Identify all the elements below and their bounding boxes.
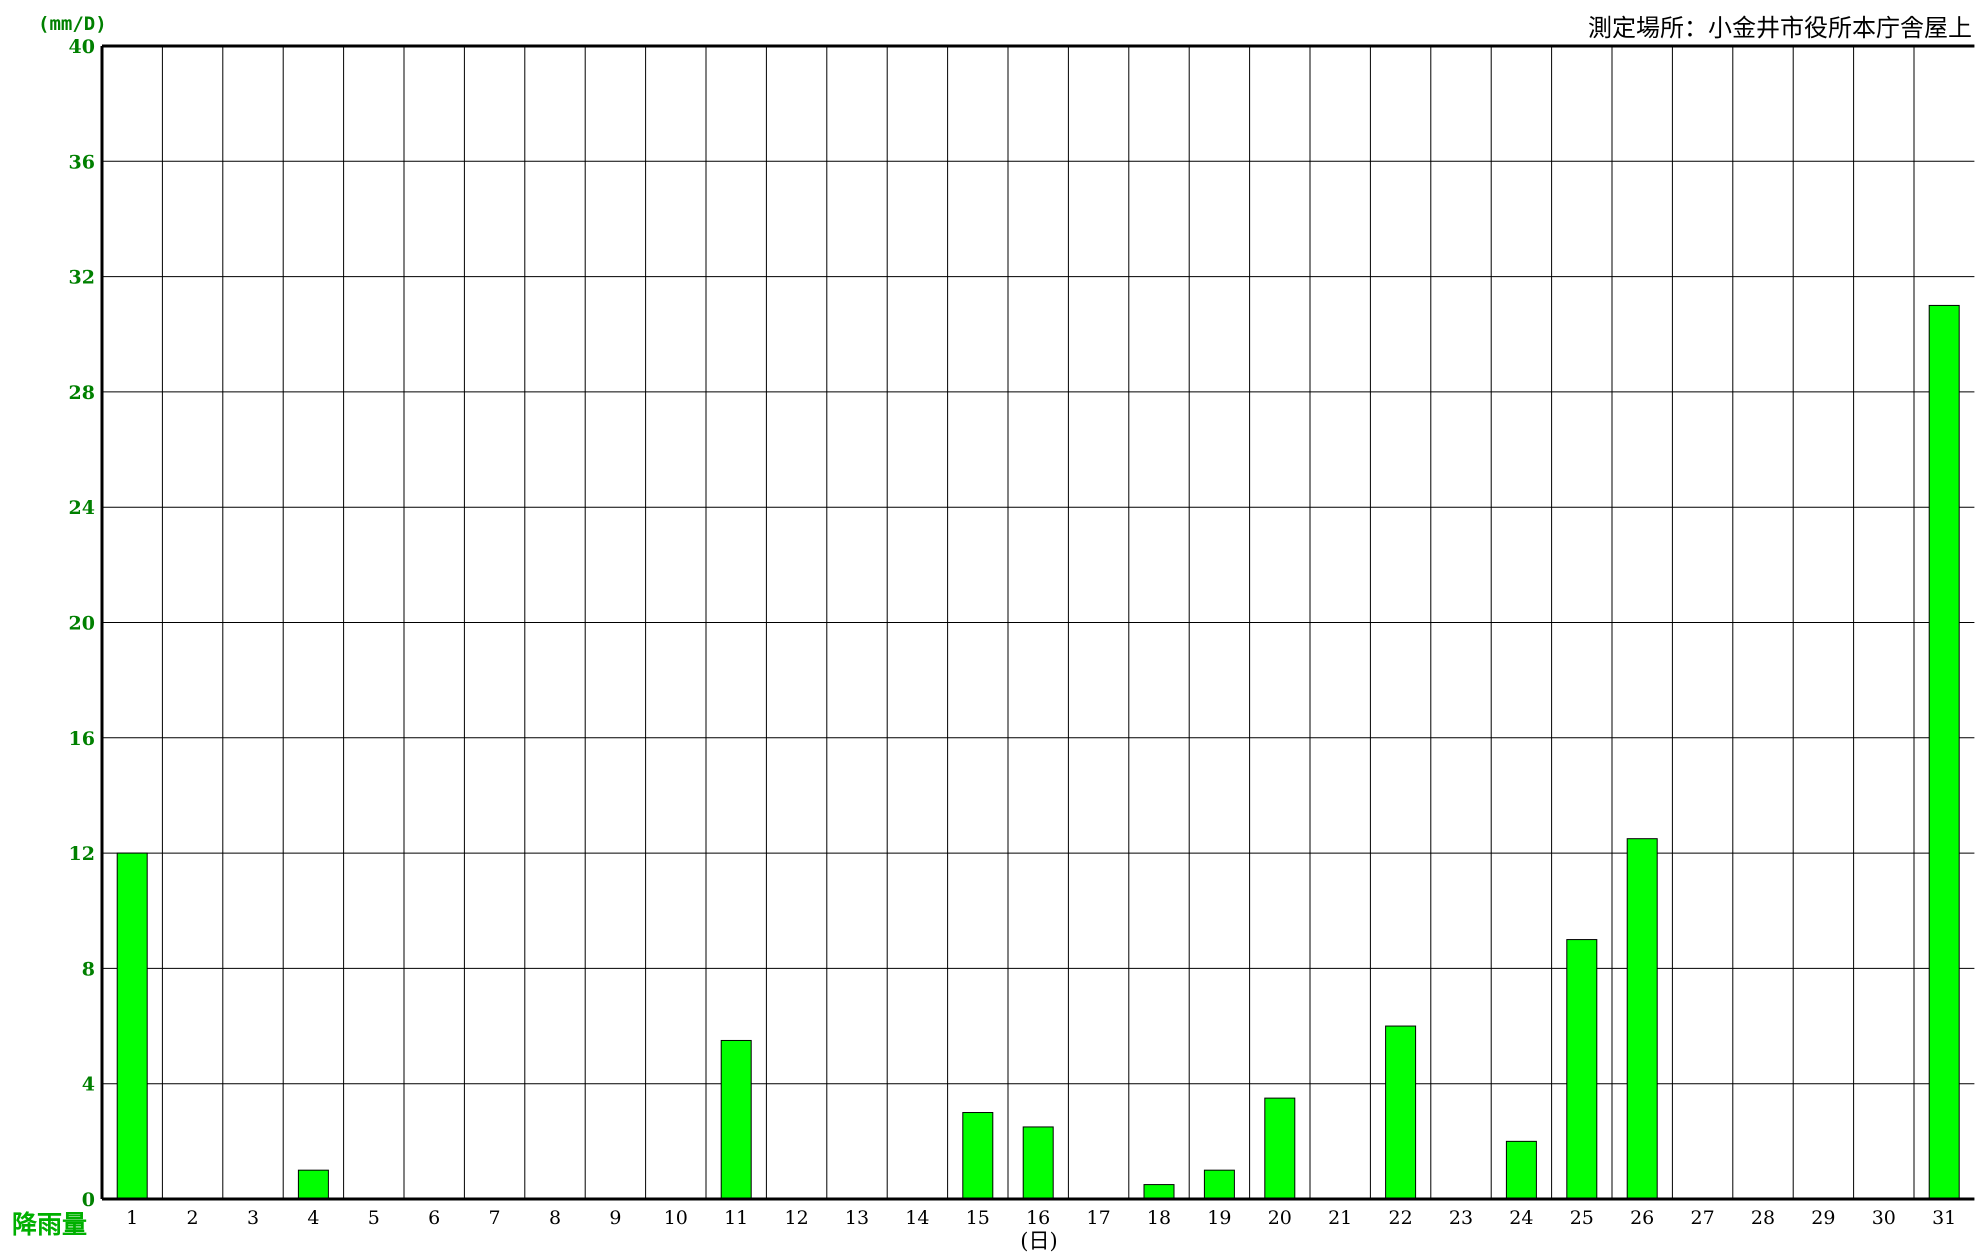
y-tick-label: 8: [82, 958, 95, 980]
x-tick-label: 31: [1932, 1207, 1956, 1229]
bar-day-1: [116, 852, 148, 1200]
x-tick-label: 14: [905, 1207, 929, 1229]
bar-day-4: [297, 1169, 329, 1200]
bar-day-26: [1626, 838, 1658, 1200]
x-tick-label: 3: [247, 1207, 259, 1229]
x-tick-label: 19: [1207, 1207, 1231, 1229]
bar-day-11: [720, 1039, 752, 1200]
x-tick-label: 5: [368, 1207, 380, 1229]
bar-day-18: [1143, 1184, 1175, 1200]
x-tick-label: 16: [1026, 1207, 1050, 1229]
y-tick-label: 4: [82, 1074, 95, 1096]
x-tick-label: 25: [1570, 1207, 1594, 1229]
x-axis-unit-label: (日): [1020, 1229, 1057, 1253]
x-tick-label: 7: [489, 1207, 501, 1229]
x-tick-label: 20: [1268, 1207, 1292, 1229]
y-axis-label: 降雨量: [12, 1210, 87, 1239]
x-tick-label: 2: [187, 1207, 199, 1229]
x-tick-label: 9: [609, 1207, 621, 1229]
bar-day-24: [1505, 1140, 1537, 1200]
y-tick-label: 24: [69, 497, 95, 519]
y-tick-label: 20: [69, 613, 95, 635]
x-tick-labels: 1 2 3 4 5 6 7 8 9 10 11 12 13 14 15 16 17 18 19 20 21 22 23 24 2…: [126, 1207, 1956, 1229]
x-tick-label: 12: [785, 1207, 809, 1229]
bar-day-25: [1566, 939, 1598, 1200]
grid-lines: [102, 45, 1975, 1200]
x-tick-label: 10: [664, 1207, 688, 1229]
bar-day-19: [1203, 1169, 1235, 1200]
x-tick-label: 29: [1811, 1207, 1835, 1229]
bar-day-16: [1022, 1126, 1054, 1200]
x-tick-label: 27: [1691, 1207, 1715, 1229]
y-tick-label: 0: [82, 1189, 95, 1211]
x-tick-label: 26: [1630, 1207, 1654, 1229]
x-tick-label: 11: [724, 1207, 748, 1229]
x-tick-label: 4: [307, 1207, 319, 1229]
x-tick-label: 30: [1872, 1207, 1896, 1229]
y-tick-label: 16: [69, 728, 95, 750]
y-unit-label: (mm/D): [38, 13, 107, 35]
x-tick-label: 24: [1509, 1207, 1533, 1229]
bar-day-22: [1385, 1025, 1417, 1200]
x-tick-label: 15: [966, 1207, 990, 1229]
bar-series: [116, 304, 1960, 1200]
x-tick-label: 17: [1087, 1207, 1111, 1229]
x-tick-label: 23: [1449, 1207, 1473, 1229]
plot-frame: [100, 44, 1975, 1201]
location-label: 測定場所：小金井市役所本庁舎屋上: [1588, 14, 1972, 42]
y-tick-labels: 0 4 8 12 16 20 24 28 32 36 40: [69, 36, 95, 1211]
bar-day-15: [962, 1112, 994, 1200]
x-tick-label: 28: [1751, 1207, 1775, 1229]
x-tick-label: 18: [1147, 1207, 1171, 1229]
bar-day-31: [1928, 304, 1960, 1200]
x-tick-label: 22: [1389, 1207, 1413, 1229]
bar-day-20: [1264, 1097, 1296, 1200]
x-tick-label: 13: [845, 1207, 869, 1229]
x-tick-label: 8: [549, 1207, 561, 1229]
y-tick-label: 32: [69, 267, 95, 289]
x-tick-label: 21: [1328, 1207, 1352, 1229]
x-tick-label: 6: [428, 1207, 440, 1229]
y-tick-label: 12: [69, 843, 95, 865]
y-tick-label: 28: [69, 382, 95, 404]
y-tick-label: 40: [69, 36, 95, 58]
x-tick-label: 1: [126, 1207, 138, 1229]
y-tick-label: 36: [69, 151, 95, 173]
